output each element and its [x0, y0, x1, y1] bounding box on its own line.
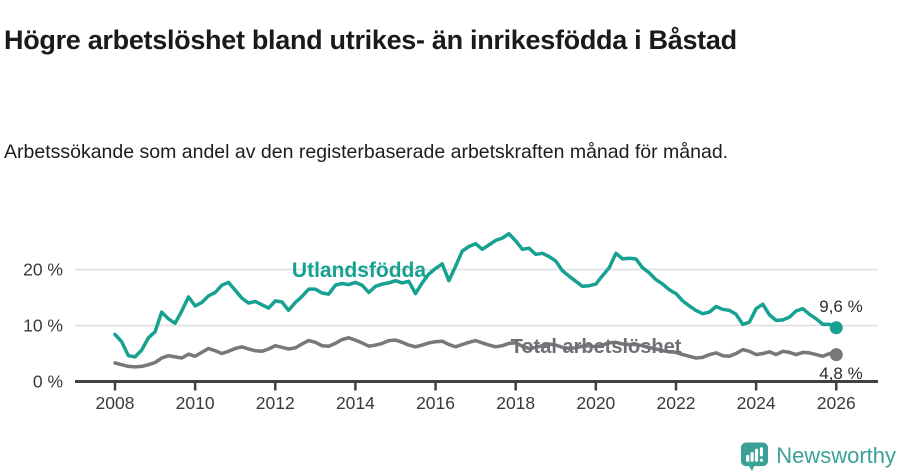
- end-value-label: 9,6 %: [819, 297, 862, 316]
- series-end-markers: 4,8 % 9,6 %: [819, 297, 862, 383]
- end-value-label: 4,8 %: [819, 364, 862, 383]
- gridlines: [75, 268, 878, 327]
- end-dot-total-arbetslöshet: [829, 348, 843, 362]
- svg-text:2016: 2016: [416, 393, 455, 413]
- svg-text:2012: 2012: [256, 393, 295, 413]
- svg-text:0 %: 0 %: [33, 372, 63, 392]
- newsworthy-bubble-barchart-icon: [741, 442, 769, 471]
- svg-text:10 %: 10 %: [23, 316, 63, 336]
- newsworthy-logo: Newsworthy: [740, 441, 896, 471]
- line-total-arbetslöshet: [113, 336, 839, 369]
- y-axis-labels: 0 % 10 % 20 %: [23, 260, 63, 392]
- series-lines: [113, 231, 839, 369]
- svg-text:2018: 2018: [496, 393, 535, 413]
- end-dot-utlandsfödda: [829, 321, 843, 335]
- line-utlandsfödda: [113, 231, 839, 359]
- svg-text:2024: 2024: [737, 393, 776, 413]
- x-axis: [75, 380, 878, 391]
- series-inline-labels: Total arbetslöshet Utlandsfödda: [292, 259, 682, 358]
- chart-title: Högre arbetslöshet bland utrikes- än inr…: [4, 25, 737, 56]
- svg-text:2014: 2014: [336, 393, 375, 413]
- chart-subtitle: Arbetssökande som andel av den registerb…: [4, 140, 729, 163]
- x-axis-labels: 2008 2010 2012 2014 2016 2018 2020 2022 2024 2026: [96, 393, 856, 413]
- svg-text:2026: 2026: [817, 393, 856, 413]
- svg-text:2020: 2020: [576, 393, 615, 413]
- svg-text:2022: 2022: [657, 393, 696, 413]
- label-utlandsfödda: Utlandsfödda: [292, 259, 426, 282]
- newsworthy-wordmark: Newsworthy: [776, 443, 896, 468]
- svg-text:2008: 2008: [96, 393, 135, 413]
- svg-text:2010: 2010: [176, 393, 215, 413]
- svg-text:20 %: 20 %: [23, 260, 63, 280]
- label-total-arbetslöshet: Total arbetslöshet: [511, 336, 682, 358]
